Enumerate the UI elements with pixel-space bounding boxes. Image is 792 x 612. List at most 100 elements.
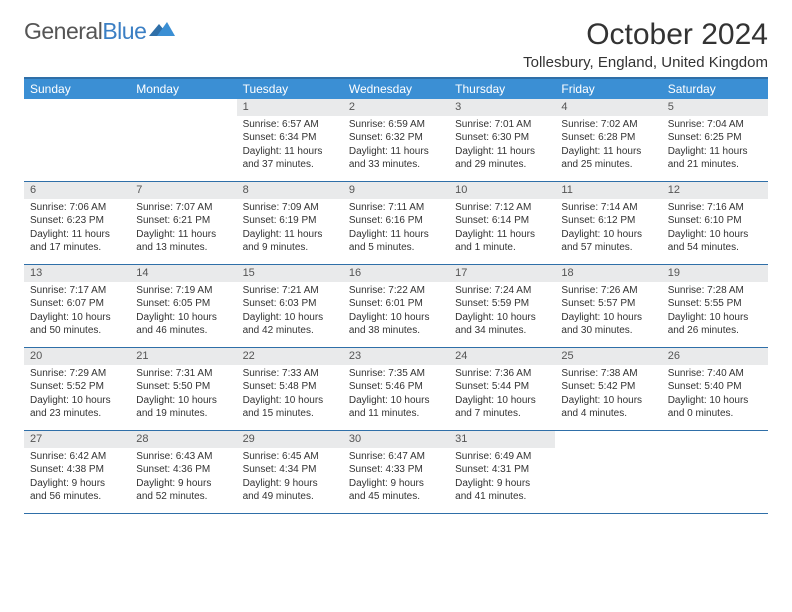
sunset-line: Sunset: 6:19 PM [243, 214, 337, 228]
daylight-line: Daylight: 10 hours and 50 minutes. [30, 311, 124, 338]
calendar-cell: 8Sunrise: 7:09 AMSunset: 6:19 PMDaylight… [237, 182, 343, 264]
day-header: Wednesday [343, 79, 449, 99]
sunrise-line: Sunrise: 7:28 AM [668, 284, 762, 298]
calendar-cell: 17Sunrise: 7:24 AMSunset: 5:59 PMDayligh… [449, 265, 555, 347]
calendar-cell-empty [555, 431, 661, 513]
calendar-cell: 21Sunrise: 7:31 AMSunset: 5:50 PMDayligh… [130, 348, 236, 430]
sunrise-line: Sunrise: 6:43 AM [136, 450, 230, 464]
calendar-cell: 7Sunrise: 7:07 AMSunset: 6:21 PMDaylight… [130, 182, 236, 264]
day-number: 3 [449, 99, 555, 116]
day-header: Saturday [662, 79, 768, 99]
daylight-line: Daylight: 9 hours and 52 minutes. [136, 477, 230, 504]
sunset-line: Sunset: 6:12 PM [561, 214, 655, 228]
daylight-line: Daylight: 10 hours and 23 minutes. [30, 394, 124, 421]
day-number: 4 [555, 99, 661, 116]
sunrise-line: Sunrise: 6:57 AM [243, 118, 337, 132]
logo: GeneralBlue [24, 18, 175, 45]
day-number: 28 [130, 431, 236, 448]
sunset-line: Sunset: 6:32 PM [349, 131, 443, 145]
calendar-cell-empty [130, 99, 236, 181]
daylight-line: Daylight: 10 hours and 0 minutes. [668, 394, 762, 421]
day-number: 22 [237, 348, 343, 365]
day-header: Thursday [449, 79, 555, 99]
sunrise-line: Sunrise: 7:07 AM [136, 201, 230, 215]
sunrise-line: Sunrise: 6:45 AM [243, 450, 337, 464]
daylight-line: Daylight: 10 hours and 34 minutes. [455, 311, 549, 338]
sunset-line: Sunset: 5:57 PM [561, 297, 655, 311]
day-number: 27 [24, 431, 130, 448]
daylight-line: Daylight: 10 hours and 30 minutes. [561, 311, 655, 338]
daylight-line: Daylight: 11 hours and 25 minutes. [561, 145, 655, 172]
sunrise-line: Sunrise: 7:40 AM [668, 367, 762, 381]
daylight-line: Daylight: 9 hours and 49 minutes. [243, 477, 337, 504]
sunrise-line: Sunrise: 7:31 AM [136, 367, 230, 381]
sunset-line: Sunset: 5:52 PM [30, 380, 124, 394]
calendar-week: 27Sunrise: 6:42 AMSunset: 4:38 PMDayligh… [24, 431, 768, 514]
calendar-cell: 15Sunrise: 7:21 AMSunset: 6:03 PMDayligh… [237, 265, 343, 347]
day-number: 24 [449, 348, 555, 365]
daylight-line: Daylight: 11 hours and 17 minutes. [30, 228, 124, 255]
sunset-line: Sunset: 5:59 PM [455, 297, 549, 311]
sunset-line: Sunset: 5:48 PM [243, 380, 337, 394]
day-number: 5 [662, 99, 768, 116]
sunrise-line: Sunrise: 7:14 AM [561, 201, 655, 215]
sunset-line: Sunset: 6:10 PM [668, 214, 762, 228]
sunrise-line: Sunrise: 7:06 AM [30, 201, 124, 215]
day-number: 14 [130, 265, 236, 282]
day-number: 23 [343, 348, 449, 365]
sunset-line: Sunset: 6:05 PM [136, 297, 230, 311]
daylight-line: Daylight: 9 hours and 41 minutes. [455, 477, 549, 504]
title-block: October 2024 Tollesbury, England, United… [523, 18, 768, 71]
daylight-line: Daylight: 11 hours and 9 minutes. [243, 228, 337, 255]
day-number: 17 [449, 265, 555, 282]
sunset-line: Sunset: 6:01 PM [349, 297, 443, 311]
logo-text: GeneralBlue [24, 18, 146, 45]
calendar-cell: 19Sunrise: 7:28 AMSunset: 5:55 PMDayligh… [662, 265, 768, 347]
header: GeneralBlue October 2024 Tollesbury, Eng… [24, 18, 768, 71]
day-number: 10 [449, 182, 555, 199]
sunrise-line: Sunrise: 6:42 AM [30, 450, 124, 464]
daylight-line: Daylight: 10 hours and 57 minutes. [561, 228, 655, 255]
day-number: 19 [662, 265, 768, 282]
calendar-cell: 16Sunrise: 7:22 AMSunset: 6:01 PMDayligh… [343, 265, 449, 347]
calendar-cell: 23Sunrise: 7:35 AMSunset: 5:46 PMDayligh… [343, 348, 449, 430]
sunset-line: Sunset: 6:03 PM [243, 297, 337, 311]
sunset-line: Sunset: 6:34 PM [243, 131, 337, 145]
day-number: 16 [343, 265, 449, 282]
location: Tollesbury, England, United Kingdom [523, 54, 768, 71]
calendar-cell: 3Sunrise: 7:01 AMSunset: 6:30 PMDaylight… [449, 99, 555, 181]
daylight-line: Daylight: 10 hours and 4 minutes. [561, 394, 655, 421]
sunrise-line: Sunrise: 6:59 AM [349, 118, 443, 132]
sunset-line: Sunset: 5:42 PM [561, 380, 655, 394]
daylight-line: Daylight: 9 hours and 56 minutes. [30, 477, 124, 504]
day-number: 9 [343, 182, 449, 199]
calendar-cell: 25Sunrise: 7:38 AMSunset: 5:42 PMDayligh… [555, 348, 661, 430]
calendar-cell: 30Sunrise: 6:47 AMSunset: 4:33 PMDayligh… [343, 431, 449, 513]
calendar-week: 1Sunrise: 6:57 AMSunset: 6:34 PMDaylight… [24, 99, 768, 182]
calendar-cell: 14Sunrise: 7:19 AMSunset: 6:05 PMDayligh… [130, 265, 236, 347]
calendar-cell: 1Sunrise: 6:57 AMSunset: 6:34 PMDaylight… [237, 99, 343, 181]
calendar-week: 6Sunrise: 7:06 AMSunset: 6:23 PMDaylight… [24, 182, 768, 265]
sunset-line: Sunset: 4:36 PM [136, 463, 230, 477]
day-number: 18 [555, 265, 661, 282]
sunset-line: Sunset: 6:30 PM [455, 131, 549, 145]
day-number: 6 [24, 182, 130, 199]
daylight-line: Daylight: 10 hours and 38 minutes. [349, 311, 443, 338]
sunrise-line: Sunrise: 7:36 AM [455, 367, 549, 381]
day-number: 12 [662, 182, 768, 199]
day-number: 2 [343, 99, 449, 116]
calendar-cell: 10Sunrise: 7:12 AMSunset: 6:14 PMDayligh… [449, 182, 555, 264]
calendar-cell: 11Sunrise: 7:14 AMSunset: 6:12 PMDayligh… [555, 182, 661, 264]
sunset-line: Sunset: 5:44 PM [455, 380, 549, 394]
logo-mark-icon [149, 20, 175, 43]
calendar-cell: 5Sunrise: 7:04 AMSunset: 6:25 PMDaylight… [662, 99, 768, 181]
sunrise-line: Sunrise: 7:11 AM [349, 201, 443, 215]
sunrise-line: Sunrise: 7:38 AM [561, 367, 655, 381]
sunset-line: Sunset: 4:31 PM [455, 463, 549, 477]
calendar-cell: 12Sunrise: 7:16 AMSunset: 6:10 PMDayligh… [662, 182, 768, 264]
sunrise-line: Sunrise: 7:21 AM [243, 284, 337, 298]
sunrise-line: Sunrise: 7:01 AM [455, 118, 549, 132]
sunset-line: Sunset: 6:23 PM [30, 214, 124, 228]
sunrise-line: Sunrise: 7:02 AM [561, 118, 655, 132]
daylight-line: Daylight: 10 hours and 26 minutes. [668, 311, 762, 338]
